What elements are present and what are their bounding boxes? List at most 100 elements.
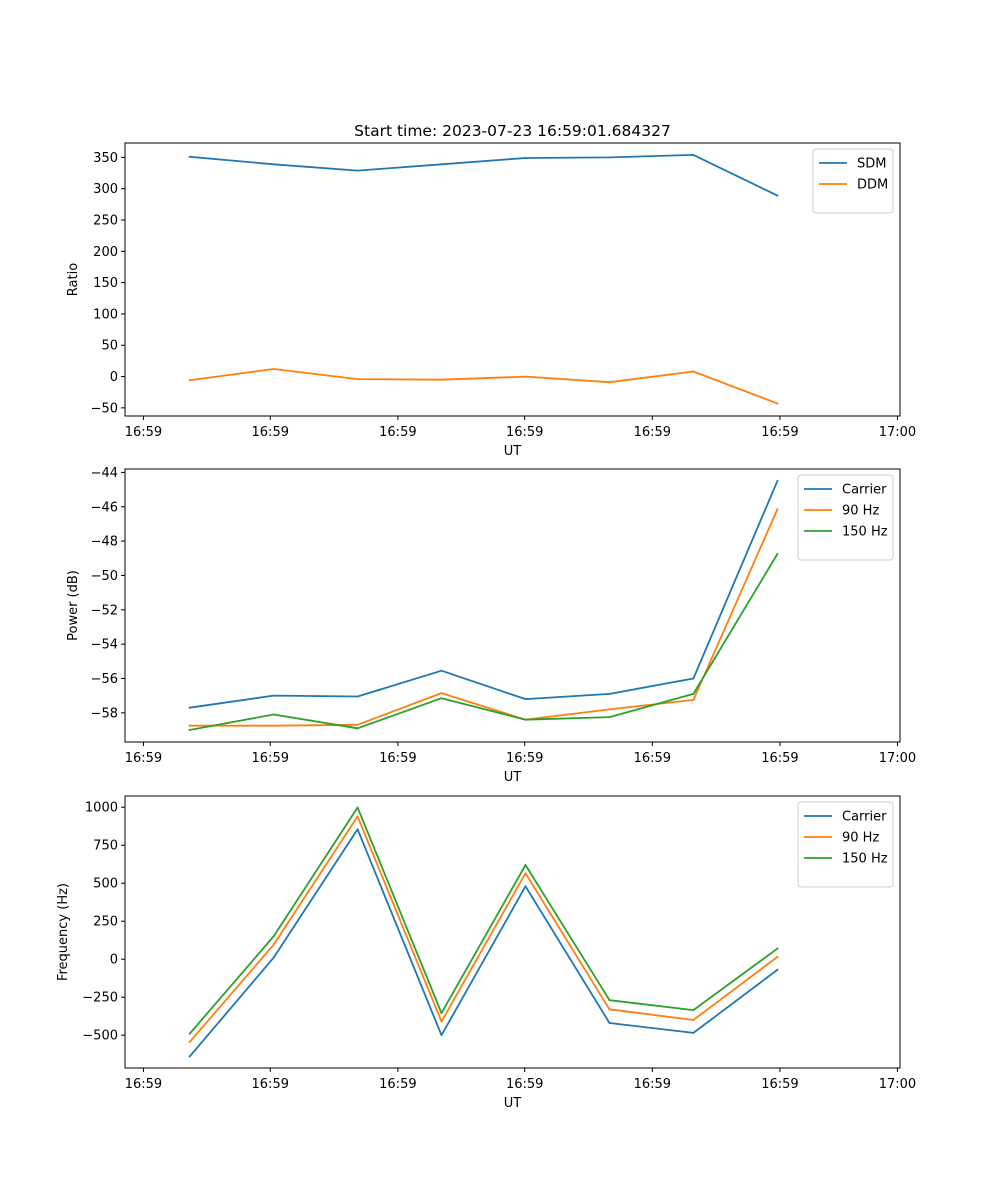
x-tick-label: 16:59 [125, 425, 162, 440]
data-point-90-hz [524, 872, 527, 875]
y-tick-label: −500 [82, 1029, 118, 1044]
series-line-90-hz [188, 508, 779, 727]
chart-panel-2: 16:59 16:59 16:59 16:59 16:59 16:59 17:00 −58 −5… [66, 466, 916, 785]
x-tick-label: 16:59 [634, 425, 671, 440]
y-axis-label: Ratio [66, 263, 81, 296]
y-tick-label: 250 [93, 915, 118, 930]
data-point-sdm [356, 169, 359, 172]
chart-title: Start time: 2023-07-23 16:59:01.684327 [354, 122, 671, 140]
data-point-ddm [524, 375, 527, 378]
data-point-150-hz [356, 727, 359, 730]
data-point-ddm [356, 378, 359, 380]
data-point-90-hz [188, 1041, 191, 1043]
data-point-150-hz [188, 729, 191, 731]
data-point-150-hz [188, 1032, 191, 1035]
legend-label: 90 Hz [842, 831, 879, 846]
y-tick-label: −50 [91, 401, 118, 416]
y-tick-label: 1000 [85, 801, 118, 816]
data-point-150-hz [692, 1009, 695, 1012]
series-line-150-hz [188, 552, 779, 732]
data-point-150-hz [440, 1012, 443, 1015]
data-point-150-hz [776, 947, 779, 950]
y-tick-label: 0 [110, 370, 118, 385]
data-point-ddm [608, 381, 611, 384]
y-tick-label: 500 [93, 877, 118, 892]
legend-box [797, 474, 894, 561]
x-axis-label: UT [504, 444, 522, 459]
data-point-carrier [188, 706, 191, 709]
data-point-150-hz [692, 693, 695, 695]
y-tick-label: 750 [93, 839, 118, 854]
data-point-carrier [272, 956, 275, 959]
series-line-90-hz [188, 815, 779, 1044]
data-point-sdm [188, 155, 191, 158]
data-point-90-hz [188, 724, 191, 727]
data-point-carrier [524, 885, 527, 888]
legend-label: Carrier [842, 483, 887, 498]
data-point-90-hz [776, 956, 779, 958]
chart-panel-1: 16:59 16:59 16:59 16:59 16:59 16:59 17:00 −50 0 5… [66, 122, 916, 459]
x-tick-label: 16:59 [761, 1077, 798, 1092]
legend-label: 150 Hz [842, 525, 888, 540]
legend-label: Carrier [842, 810, 887, 825]
series-line-150-hz [188, 806, 779, 1035]
data-point-90-hz [356, 815, 359, 818]
data-point-150-hz [356, 806, 359, 809]
data-point-carrier [440, 1034, 443, 1037]
legend-box [812, 148, 894, 214]
data-point-90-hz [440, 692, 443, 694]
x-tick-label: 16:59 [252, 425, 289, 440]
x-tick-label: 17:00 [879, 425, 916, 440]
data-point-90-hz [692, 699, 695, 701]
y-tick-label: 250 [93, 214, 118, 229]
y-tick-label: 300 [93, 182, 118, 197]
legend-label: DDM [857, 178, 888, 193]
x-axis-label: UT [504, 770, 522, 785]
data-point-carrier [188, 1055, 191, 1058]
legend: SDM DDM [812, 148, 894, 214]
y-tick-label: 350 [93, 151, 118, 166]
data-point-150-hz [608, 999, 611, 1002]
data-point-sdm [272, 163, 275, 166]
y-tick-label: 50 [101, 339, 118, 354]
data-point-carrier [608, 1022, 611, 1024]
x-tick-label: 16:59 [379, 751, 416, 766]
data-point-ddm [692, 370, 695, 373]
data-point-150-hz [776, 553, 779, 555]
series-line-sdm [188, 154, 779, 197]
data-point-sdm [776, 194, 779, 197]
x-tick-label: 16:59 [634, 751, 671, 766]
x-tick-label: 16:59 [379, 1077, 416, 1092]
data-point-90-hz [272, 943, 275, 946]
x-tick-label: 16:59 [506, 751, 543, 766]
x-tick-label: 16:59 [761, 751, 798, 766]
data-point-ddm [776, 402, 779, 405]
x-axis-label: UT [504, 1096, 522, 1111]
y-axis-label: Power (dB) [66, 570, 81, 641]
data-point-carrier [776, 480, 779, 482]
legend: Carrier 90 Hz 150 Hz [797, 801, 894, 888]
data-point-sdm [692, 153, 695, 156]
data-point-carrier [440, 669, 443, 672]
x-tick-label: 17:00 [879, 1077, 916, 1092]
legend-label: 90 Hz [842, 504, 879, 519]
y-tick-label: 100 [93, 307, 118, 322]
y-axis-label: Frequency (Hz) [56, 883, 71, 981]
data-point-ddm [440, 378, 443, 381]
x-tick-label: 16:59 [252, 751, 289, 766]
plot-frame [124, 468, 901, 743]
y-tick-label: −52 [91, 603, 118, 618]
x-tick-label: 16:59 [634, 1077, 671, 1092]
x-tick-label: 16:59 [125, 1077, 162, 1092]
legend-label: 150 Hz [842, 852, 888, 867]
x-tick-label: 16:59 [506, 425, 543, 440]
x-tick-label: 16:59 [379, 425, 416, 440]
chart-panel-3: 16:59 16:59 16:59 16:59 16:59 16:59 17:00 −500 −… [56, 795, 916, 1111]
x-tick-label: 16:59 [125, 751, 162, 766]
data-point-sdm [524, 157, 527, 159]
data-point-150-hz [272, 713, 275, 716]
series-line-ddm [188, 368, 779, 405]
y-tick-label: −50 [91, 569, 118, 584]
data-point-carrier [356, 695, 359, 698]
legend-box [797, 801, 894, 888]
